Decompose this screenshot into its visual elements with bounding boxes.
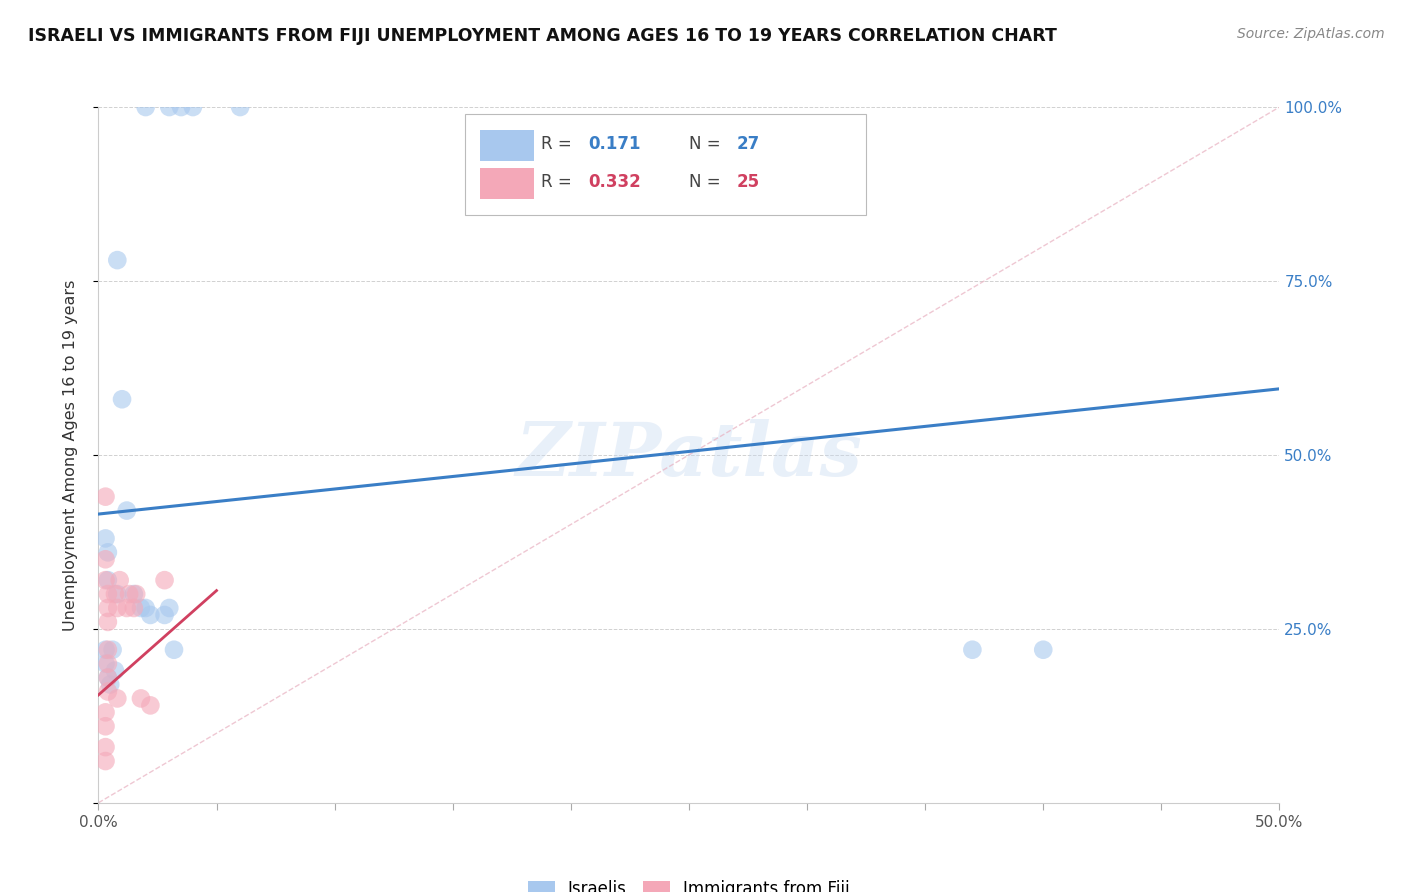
Point — [157, 601, 180, 615]
Text: 27: 27 — [737, 135, 759, 153]
Y-axis label: Unemployment Among Ages 16 to 19 years: Unemployment Among Ages 16 to 19 years — [63, 279, 77, 631]
Point — [97, 587, 120, 601]
Point — [94, 552, 117, 566]
Point — [94, 532, 117, 546]
Point — [94, 657, 117, 671]
Point — [94, 719, 117, 733]
Legend: Israelis, Immigrants from Fiji: Israelis, Immigrants from Fiji — [522, 874, 856, 892]
Point — [153, 607, 176, 622]
Point — [97, 684, 120, 698]
FancyBboxPatch shape — [479, 169, 534, 199]
Point — [105, 691, 128, 706]
Point — [181, 100, 204, 114]
Point — [97, 615, 120, 629]
Point — [105, 587, 128, 601]
Point — [122, 587, 145, 601]
Point — [153, 573, 176, 587]
Point — [94, 754, 117, 768]
Point — [105, 253, 128, 268]
Point — [97, 671, 120, 685]
Point — [94, 706, 117, 720]
Text: 0.332: 0.332 — [589, 173, 641, 191]
Point — [111, 392, 134, 407]
Text: 25: 25 — [737, 173, 759, 191]
Point — [94, 642, 117, 657]
Point — [94, 573, 117, 587]
Point — [104, 664, 127, 678]
Point — [97, 601, 120, 615]
Text: ISRAELI VS IMMIGRANTS FROM FIJI UNEMPLOYMENT AMONG AGES 16 TO 19 YEARS CORRELATI: ISRAELI VS IMMIGRANTS FROM FIJI UNEMPLOY… — [28, 27, 1057, 45]
FancyBboxPatch shape — [464, 114, 866, 215]
Point — [97, 671, 120, 685]
Point — [118, 587, 141, 601]
Point — [135, 601, 157, 615]
Point — [163, 642, 186, 657]
Point — [108, 573, 131, 587]
Point — [1032, 642, 1054, 657]
Text: N =: N = — [689, 135, 720, 153]
Point — [98, 677, 121, 691]
Point — [157, 100, 180, 114]
Point — [101, 642, 124, 657]
Point — [125, 587, 148, 601]
Point — [97, 657, 120, 671]
Text: ZIPatlas: ZIPatlas — [516, 418, 862, 491]
Point — [104, 587, 127, 601]
Text: Source: ZipAtlas.com: Source: ZipAtlas.com — [1237, 27, 1385, 41]
Point — [139, 607, 162, 622]
Point — [97, 642, 120, 657]
Point — [115, 601, 138, 615]
Point — [135, 100, 157, 114]
Point — [129, 691, 152, 706]
Point — [229, 100, 252, 114]
Text: R =: R = — [541, 173, 572, 191]
Point — [94, 490, 117, 504]
Point — [122, 601, 145, 615]
FancyBboxPatch shape — [479, 130, 534, 161]
Text: R =: R = — [541, 135, 572, 153]
Point — [129, 601, 152, 615]
Text: N =: N = — [689, 173, 720, 191]
Point — [94, 740, 117, 755]
Point — [115, 503, 138, 517]
Point — [170, 100, 193, 114]
Point — [105, 601, 128, 615]
Point — [139, 698, 162, 713]
Point — [97, 545, 120, 559]
Point — [962, 642, 984, 657]
Text: 0.171: 0.171 — [589, 135, 641, 153]
Point — [97, 573, 120, 587]
